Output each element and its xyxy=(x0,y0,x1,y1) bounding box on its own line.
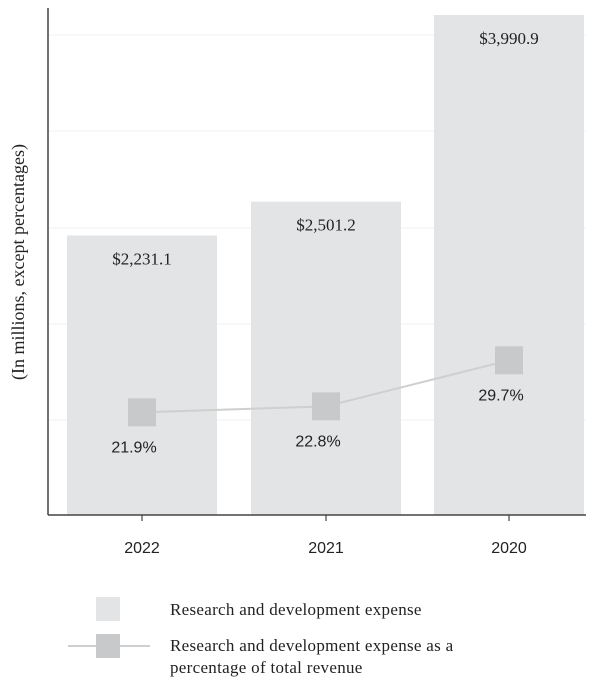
axes: 2022 2021 2020 xyxy=(47,8,586,557)
bar-2022 xyxy=(67,235,217,516)
bar-value-label: $2,231.1 xyxy=(112,249,172,268)
legend-label-bar: Research and development expense xyxy=(170,600,422,619)
legend: Research and development expense Research… xyxy=(68,597,454,677)
percentage-value-label: 21.9% xyxy=(111,439,156,456)
legend-label-percentage: percentage of total revenue xyxy=(170,658,363,677)
percentage-value-label: 29.7% xyxy=(478,387,523,404)
percentage-marker-2020 xyxy=(495,346,523,375)
legend-marker-swatch xyxy=(96,634,120,658)
y-axis-label: (In millions, except percentages) xyxy=(8,144,29,380)
percentage-line xyxy=(128,346,523,427)
bar-2020 xyxy=(434,15,584,515)
bar-value-label: $3,990.9 xyxy=(479,29,539,48)
legend-label-percentage: Research and development expense as a xyxy=(170,636,454,655)
x-tick-label: 2020 xyxy=(491,540,527,557)
percentage-marker-2021 xyxy=(312,392,340,421)
x-tick-label: 2021 xyxy=(308,540,344,557)
percentage-marker-2022 xyxy=(128,398,156,427)
legend-bar-swatch xyxy=(96,597,120,621)
x-tick-label: 2022 xyxy=(124,540,160,557)
bar-value-label: $2,501.2 xyxy=(296,216,356,235)
bars xyxy=(67,15,584,516)
percentage-value-label: 22.8% xyxy=(295,433,340,450)
bar-2021 xyxy=(251,201,401,516)
data-labels: $2,231.1 $2,501.2 $3,990.9 21.9% 22.8% 29.7% xyxy=(111,29,538,456)
